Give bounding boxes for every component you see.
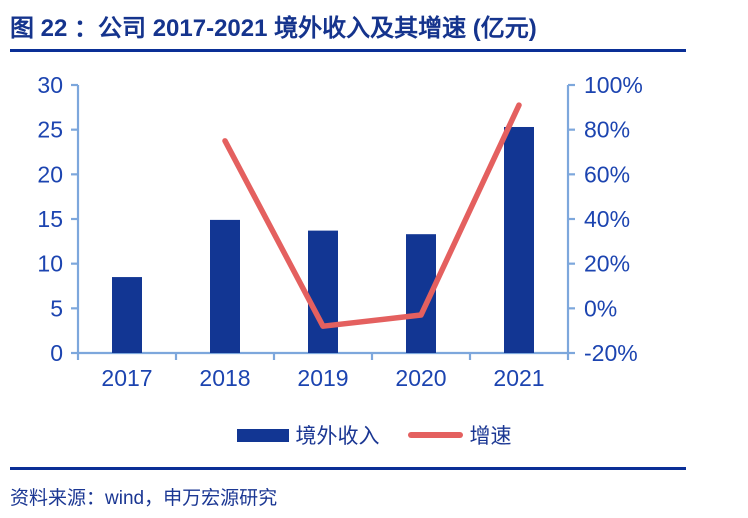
- bar-series-swatch-icon: [236, 428, 289, 442]
- x-axis-category-label: 2019: [297, 365, 348, 391]
- left-axis-tick-label: 25: [37, 117, 63, 143]
- right-axis-tick-label: 60%: [584, 161, 630, 187]
- growth-line: [222, 102, 522, 329]
- legend-label-growth: 增速: [469, 425, 512, 448]
- line-series-swatch-icon: [407, 432, 463, 438]
- bar-2017: [112, 277, 142, 353]
- legend-label-revenue: 境外收入: [295, 425, 380, 448]
- right-axis-tick-label: 80%: [584, 117, 630, 143]
- legend-item-growth: 增速: [407, 420, 512, 450]
- source-text: 资料来源：wind，申万宏源研究: [10, 488, 278, 509]
- left-axis-tick-label: 20: [37, 161, 63, 187]
- right-axis-tick-label: 20%: [584, 251, 630, 277]
- left-axis-tick-label: 0: [50, 340, 63, 366]
- bar-2021: [504, 126, 534, 353]
- figure-title: 图 22 ：公司 2017-2021 境外收入及其增速 (亿元): [10, 15, 537, 42]
- title-underline: [10, 49, 686, 52]
- chart-area: 0 5 10 15 20 25 30 -20% 0% 20% 40% 60% 80% 100% 2017 20…: [0, 58, 748, 410]
- right-axis-tick-label: 40%: [584, 206, 630, 232]
- bar-2019: [308, 230, 338, 353]
- right-axis-tick-label: -20%: [584, 340, 638, 366]
- right-axis-tick-label: 0%: [584, 295, 617, 321]
- left-axis-tick-label: 10: [37, 251, 63, 277]
- x-axis-category-label: 2020: [395, 365, 446, 391]
- x-axis-category-label: 2021: [493, 365, 544, 391]
- left-axis-tick-label: 5: [50, 295, 63, 321]
- x-axis-category-label: 2017: [101, 365, 152, 391]
- combo-chart: 0 5 10 15 20 25 30 -20% 0% 20% 40% 60% 80% 100% 2017 20…: [37, 72, 643, 391]
- footer-rule: [10, 467, 686, 470]
- legend-item-revenue: 境外收入: [236, 420, 380, 450]
- bar-2018: [210, 219, 240, 353]
- right-axis-tick-label: 100%: [584, 72, 643, 98]
- left-axis-tick-label: 15: [37, 206, 63, 232]
- chart-legend: 境外收入 增速: [24, 418, 724, 452]
- x-axis-category-label: 2018: [199, 365, 250, 391]
- left-axis-tick-label: 30: [37, 72, 63, 98]
